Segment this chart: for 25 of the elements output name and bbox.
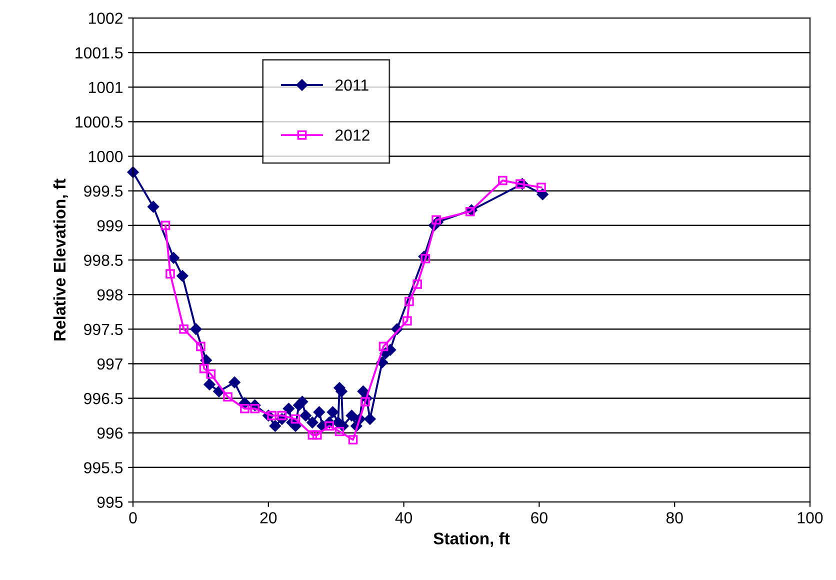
y-tick-label: 1002 <box>88 12 122 24</box>
y-tick-label: 999 <box>97 220 123 232</box>
y-tick-label: 995.5 <box>84 462 123 474</box>
x-tick-label: 60 <box>531 512 548 524</box>
x-tick-label: 80 <box>666 512 683 524</box>
y-axis-title: Relative Elevation, ft <box>53 178 68 340</box>
x-tick-label: 20 <box>260 512 277 524</box>
y-tick-label: 996.5 <box>84 392 123 404</box>
y-tick-label: 1000 <box>88 150 123 162</box>
y-tick-label: 996 <box>97 427 123 439</box>
legend-label: 2011 <box>336 79 368 91</box>
y-tick-label: 995 <box>97 496 123 508</box>
y-tick-label: 1001.5 <box>76 47 123 59</box>
y-tick-label: 999.5 <box>84 185 123 197</box>
x-tick-label: 100 <box>798 512 823 524</box>
y-tick-label: 1001 <box>88 82 122 94</box>
y-tick-label: 998.5 <box>84 254 123 266</box>
legend-label: 2012 <box>336 129 370 141</box>
y-tick-label: 997 <box>97 358 122 370</box>
y-tick-label: 997.5 <box>84 324 123 336</box>
x-tick-label: 40 <box>395 512 412 524</box>
y-tick-label: 1000.5 <box>76 116 123 128</box>
y-tick-label: 998 <box>97 289 123 301</box>
x-axis-title: Station, ft <box>434 532 510 547</box>
x-tick-label: 0 <box>129 512 137 524</box>
